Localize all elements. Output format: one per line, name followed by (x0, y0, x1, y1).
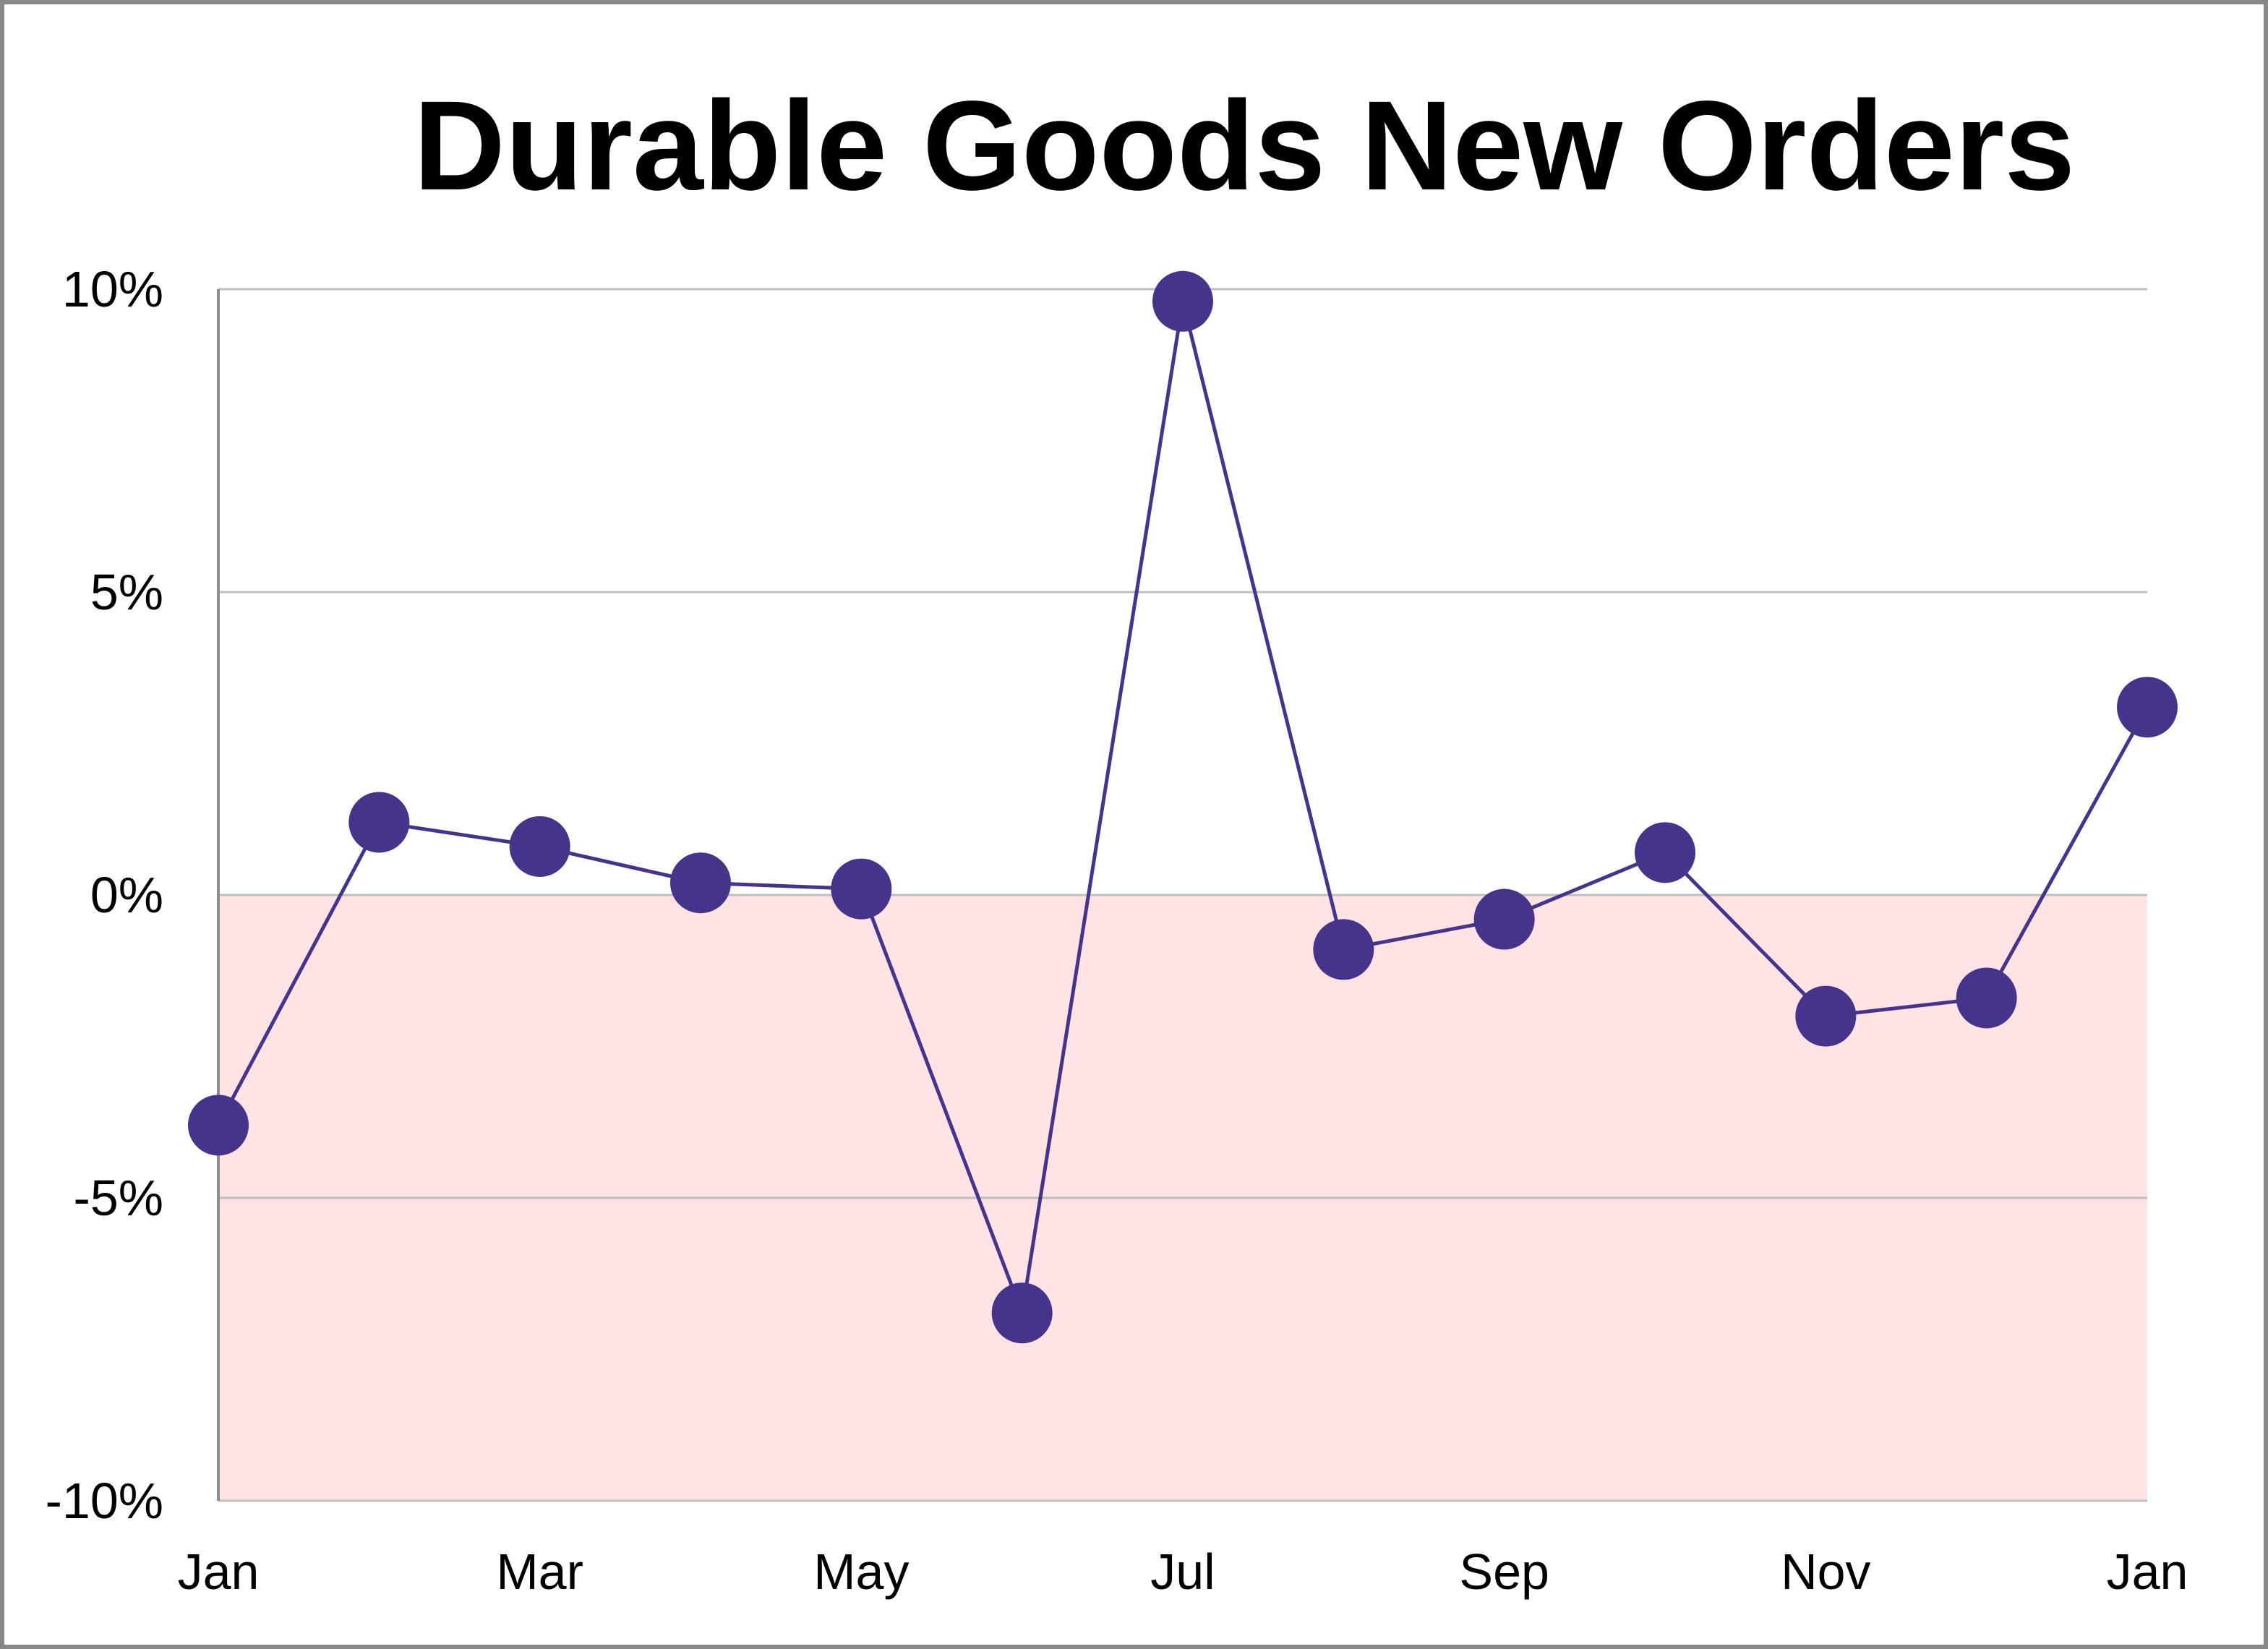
x-tick-label: Sep (1459, 1543, 1549, 1600)
y-tick-label: 5% (90, 564, 163, 620)
x-tick-label: Jan (2107, 1543, 2188, 1600)
x-tick-label: Jan (178, 1543, 260, 1600)
plot-area: 10% 5% 0% -5% -10% Jan Mar May Jul Sep Nov Jan (46, 261, 2188, 1600)
data-point-marker (1473, 888, 1535, 950)
data-point-marker (1795, 985, 1857, 1047)
x-tick-label: May (813, 1543, 909, 1600)
data-point-marker (831, 858, 892, 920)
data-point-marker (188, 1095, 249, 1156)
chart-title: Durable Goods New Orders (414, 75, 2075, 217)
x-tick-label: Mar (496, 1543, 583, 1600)
data-point-marker (509, 815, 570, 877)
data-point-marker (1635, 822, 1695, 883)
y-tick-label: -5% (74, 1170, 163, 1226)
x-tick-label: Jul (1150, 1543, 1215, 1600)
data-point-marker (1152, 270, 1213, 332)
data-point-marker (1313, 919, 1374, 980)
line-chart: Durable Goods New Orders 10% 5% 0% -5% -10% J… (46, 75, 2188, 1600)
data-point-marker (2117, 677, 2178, 738)
data-point-marker (1956, 967, 2017, 1029)
x-tick-label: Nov (1781, 1543, 1870, 1600)
y-tick-label: -10% (46, 1473, 163, 1529)
data-point-marker (348, 792, 410, 853)
y-tick-label: 10% (62, 261, 163, 317)
data-point-marker (991, 1282, 1053, 1344)
y-tick-label: 0% (90, 867, 163, 923)
data-point-marker (670, 852, 731, 914)
